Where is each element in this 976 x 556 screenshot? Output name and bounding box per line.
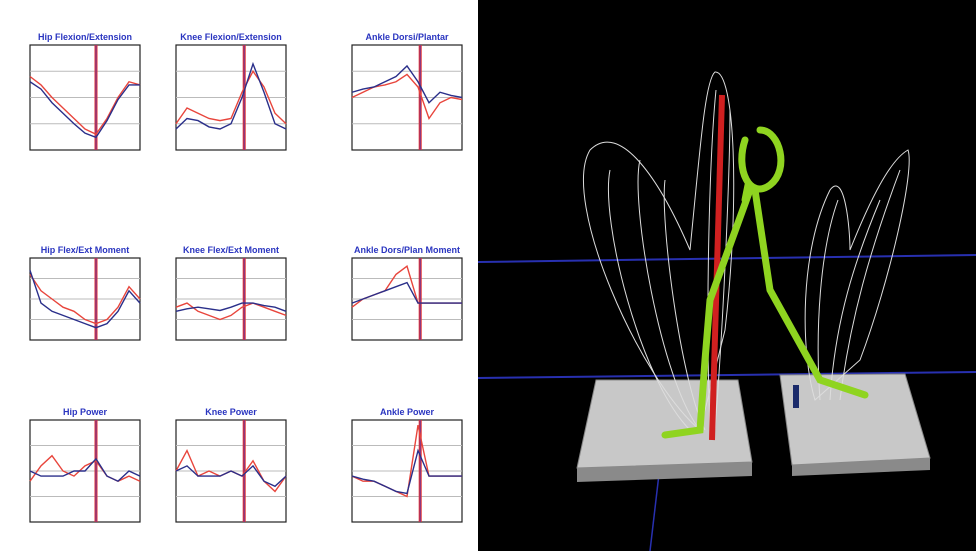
chart-title: Knee Flex/Ext Moment bbox=[183, 245, 279, 255]
mini-chart: Ankle Power bbox=[352, 407, 462, 522]
mini-chart: Knee Flexion/Extension bbox=[176, 32, 286, 150]
mini-chart: Ankle Dorsi/Plantar bbox=[352, 32, 462, 150]
chart-title: Ankle Dorsi/Plantar bbox=[365, 32, 449, 42]
mini-chart: Knee Power bbox=[176, 407, 286, 522]
chart-title: Hip Power bbox=[63, 407, 108, 417]
chart-title: Ankle Dors/Plan Moment bbox=[354, 245, 460, 255]
chart-title: Knee Flexion/Extension bbox=[180, 32, 282, 42]
mini-chart: Ankle Dors/Plan Moment bbox=[352, 245, 462, 340]
mini-chart: Hip Flexion/Extension bbox=[30, 32, 140, 150]
mini-chart: Hip Power bbox=[30, 407, 140, 522]
screenshot: Hip Flexion/Extension Knee Flexion/Extens… bbox=[0, 0, 976, 551]
chart-title: Knee Power bbox=[205, 407, 257, 417]
force-plate bbox=[780, 374, 930, 465]
chart-title: Hip Flexion/Extension bbox=[38, 32, 132, 42]
chart-title: Ankle Power bbox=[380, 407, 435, 417]
mini-chart: Knee Flex/Ext Moment bbox=[176, 245, 286, 340]
chart-title: Hip Flex/Ext Moment bbox=[41, 245, 130, 255]
mini-chart: Hip Flex/Ext Moment bbox=[30, 245, 140, 340]
3d-view bbox=[478, 0, 976, 551]
page: Hip Flexion/Extension Knee Flexion/Extens… bbox=[0, 0, 976, 551]
